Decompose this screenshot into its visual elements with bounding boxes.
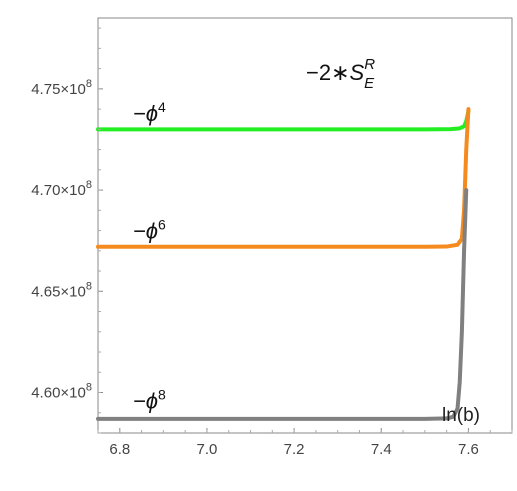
series-label-0: −ϕ4 <box>133 99 166 126</box>
x-tick-label: 7.0 <box>197 441 218 458</box>
y-tick-mantissa: 4.75 <box>31 81 60 98</box>
y-tick-label: 4.65×108 <box>31 280 92 300</box>
y-tick-exponent: 8 <box>86 382 92 394</box>
series-line-2 <box>96 188 469 421</box>
series-layer <box>96 107 471 421</box>
y-tick-label: 4.70×108 <box>31 179 92 199</box>
series-label-base: −ϕ <box>133 101 158 126</box>
plot-title-symbol: S <box>350 60 365 85</box>
x-axis-title: ln(b) <box>442 405 480 426</box>
x-tick-label: 7.4 <box>371 441 392 458</box>
y-tick-mantissa: 4.70 <box>31 182 60 199</box>
plot-title-sup: R <box>364 56 375 73</box>
series-label-base: −ϕ <box>133 219 158 244</box>
y-tick-label: 4.75×108 <box>31 78 92 98</box>
plot-title-sub: E <box>364 75 375 92</box>
series-label-2: −ϕ8 <box>133 387 166 414</box>
y-tick-mantissa: 4.65 <box>31 283 60 300</box>
tick-layer: 6.8 7.0 7.2 7.4 7.64.60×1084.65×1084.70×1084… <box>31 27 513 458</box>
x-tick-label: 7.2 <box>284 441 305 458</box>
x-tick-label: 7.6 <box>458 441 479 458</box>
x-tick-label: 6.8 <box>109 441 130 458</box>
y-tick-label: 4.60×108 <box>31 382 92 402</box>
y-tick-exponent: 8 <box>86 78 92 90</box>
series-label-1: −ϕ6 <box>133 217 166 244</box>
series-line-0 <box>96 109 471 132</box>
label-layer: −ϕ4−ϕ6−ϕ8 <box>133 99 166 413</box>
y-tick-times: ×10 <box>60 182 85 199</box>
y-tick-exponent: 8 <box>86 179 92 191</box>
series-line-1 <box>96 107 471 249</box>
y-tick-times: ×10 <box>60 81 85 98</box>
y-tick-mantissa: 4.60 <box>31 385 60 402</box>
series-label-sup: 4 <box>158 99 166 115</box>
plot-frame <box>97 17 513 434</box>
y-tick-times: ×10 <box>60 283 85 300</box>
y-tick-exponent: 8 <box>86 280 92 292</box>
plot-title: −2∗SR E <box>306 56 375 92</box>
series-label-base: −ϕ <box>133 389 158 414</box>
plot-title-prefix: −2∗ <box>306 60 350 85</box>
series-label-sup: 6 <box>158 217 166 233</box>
y-tick-times: ×10 <box>60 385 85 402</box>
series-label-sup: 8 <box>158 387 166 403</box>
